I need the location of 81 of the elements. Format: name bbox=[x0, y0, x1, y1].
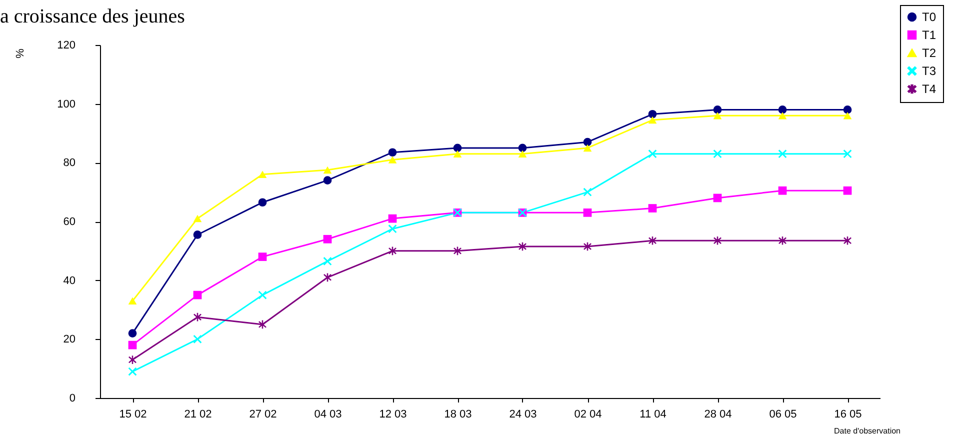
point bbox=[453, 150, 462, 158]
point bbox=[778, 186, 787, 195]
point bbox=[583, 188, 592, 196]
point bbox=[323, 176, 332, 184]
point bbox=[648, 116, 657, 124]
x-tick-label: 06 05 bbox=[769, 408, 797, 420]
point bbox=[193, 230, 202, 239]
point bbox=[778, 112, 787, 120]
point bbox=[518, 144, 527, 152]
x-tick-label: 28 04 bbox=[704, 408, 732, 420]
point bbox=[128, 356, 136, 364]
point bbox=[258, 252, 267, 261]
point bbox=[454, 246, 462, 256]
point bbox=[388, 148, 397, 157]
point bbox=[388, 224, 397, 234]
legend-label: T0 bbox=[922, 10, 936, 24]
x-tick-label: 18 03 bbox=[444, 408, 472, 420]
point bbox=[518, 150, 527, 158]
legend-label: T2 bbox=[922, 46, 936, 60]
point bbox=[324, 273, 332, 282]
point bbox=[583, 208, 592, 217]
point bbox=[843, 112, 852, 120]
point bbox=[388, 246, 396, 256]
legend-label: T4 bbox=[922, 82, 936, 96]
point bbox=[844, 236, 852, 245]
point bbox=[713, 194, 722, 202]
point bbox=[648, 236, 656, 245]
point bbox=[843, 186, 852, 195]
x-tick-label: 16 05 bbox=[834, 408, 862, 420]
x-tick-label: 27 02 bbox=[249, 408, 277, 420]
y-tick-label: 20 bbox=[63, 334, 76, 346]
point bbox=[128, 367, 137, 376]
point bbox=[648, 150, 657, 158]
y-tick-label: 60 bbox=[63, 216, 76, 228]
y-tick-label: 120 bbox=[57, 40, 76, 52]
point bbox=[128, 340, 137, 350]
x-axis-title: Date d'observation bbox=[834, 426, 900, 436]
x-tick-label: 02 04 bbox=[574, 408, 602, 420]
point bbox=[778, 236, 786, 245]
point bbox=[843, 106, 852, 114]
x-tick-label: 12 03 bbox=[379, 408, 407, 420]
point bbox=[194, 312, 202, 322]
legend-label: T3 bbox=[922, 64, 936, 78]
point bbox=[258, 170, 267, 178]
point bbox=[128, 329, 137, 338]
point bbox=[323, 166, 332, 174]
legend-label: T1 bbox=[922, 28, 936, 42]
point bbox=[713, 106, 722, 114]
point bbox=[648, 204, 657, 212]
x-tick-label: 21 02 bbox=[184, 408, 212, 420]
y-tick-label: 80 bbox=[63, 157, 76, 170]
point bbox=[453, 144, 462, 152]
y-axis-title: % bbox=[14, 48, 26, 58]
point bbox=[843, 150, 852, 158]
point bbox=[713, 112, 722, 120]
point bbox=[583, 138, 592, 146]
x-tick-label: 24 03 bbox=[509, 408, 537, 420]
x-tick-label: 15 02 bbox=[119, 408, 147, 420]
chart-title: a croissance des jeunes bbox=[0, 6, 186, 28]
x-tick-label: 11 04 bbox=[640, 408, 666, 420]
point bbox=[193, 334, 202, 344]
point bbox=[258, 198, 267, 207]
point bbox=[778, 150, 787, 158]
y-tick-label: 0 bbox=[69, 392, 76, 404]
point bbox=[714, 236, 722, 245]
point bbox=[388, 156, 397, 164]
point bbox=[258, 290, 267, 300]
point bbox=[648, 110, 657, 118]
point bbox=[583, 144, 592, 152]
x-tick-label: 04 03 bbox=[314, 408, 342, 420]
point bbox=[323, 257, 332, 266]
point bbox=[193, 214, 202, 222]
point bbox=[713, 150, 722, 158]
y-tick-label: 40 bbox=[63, 274, 76, 287]
point bbox=[258, 320, 266, 329]
point bbox=[128, 297, 137, 305]
point bbox=[388, 214, 397, 223]
point bbox=[323, 234, 332, 244]
point bbox=[193, 290, 202, 300]
point bbox=[778, 106, 787, 114]
y-tick-label: 100 bbox=[57, 98, 76, 110]
